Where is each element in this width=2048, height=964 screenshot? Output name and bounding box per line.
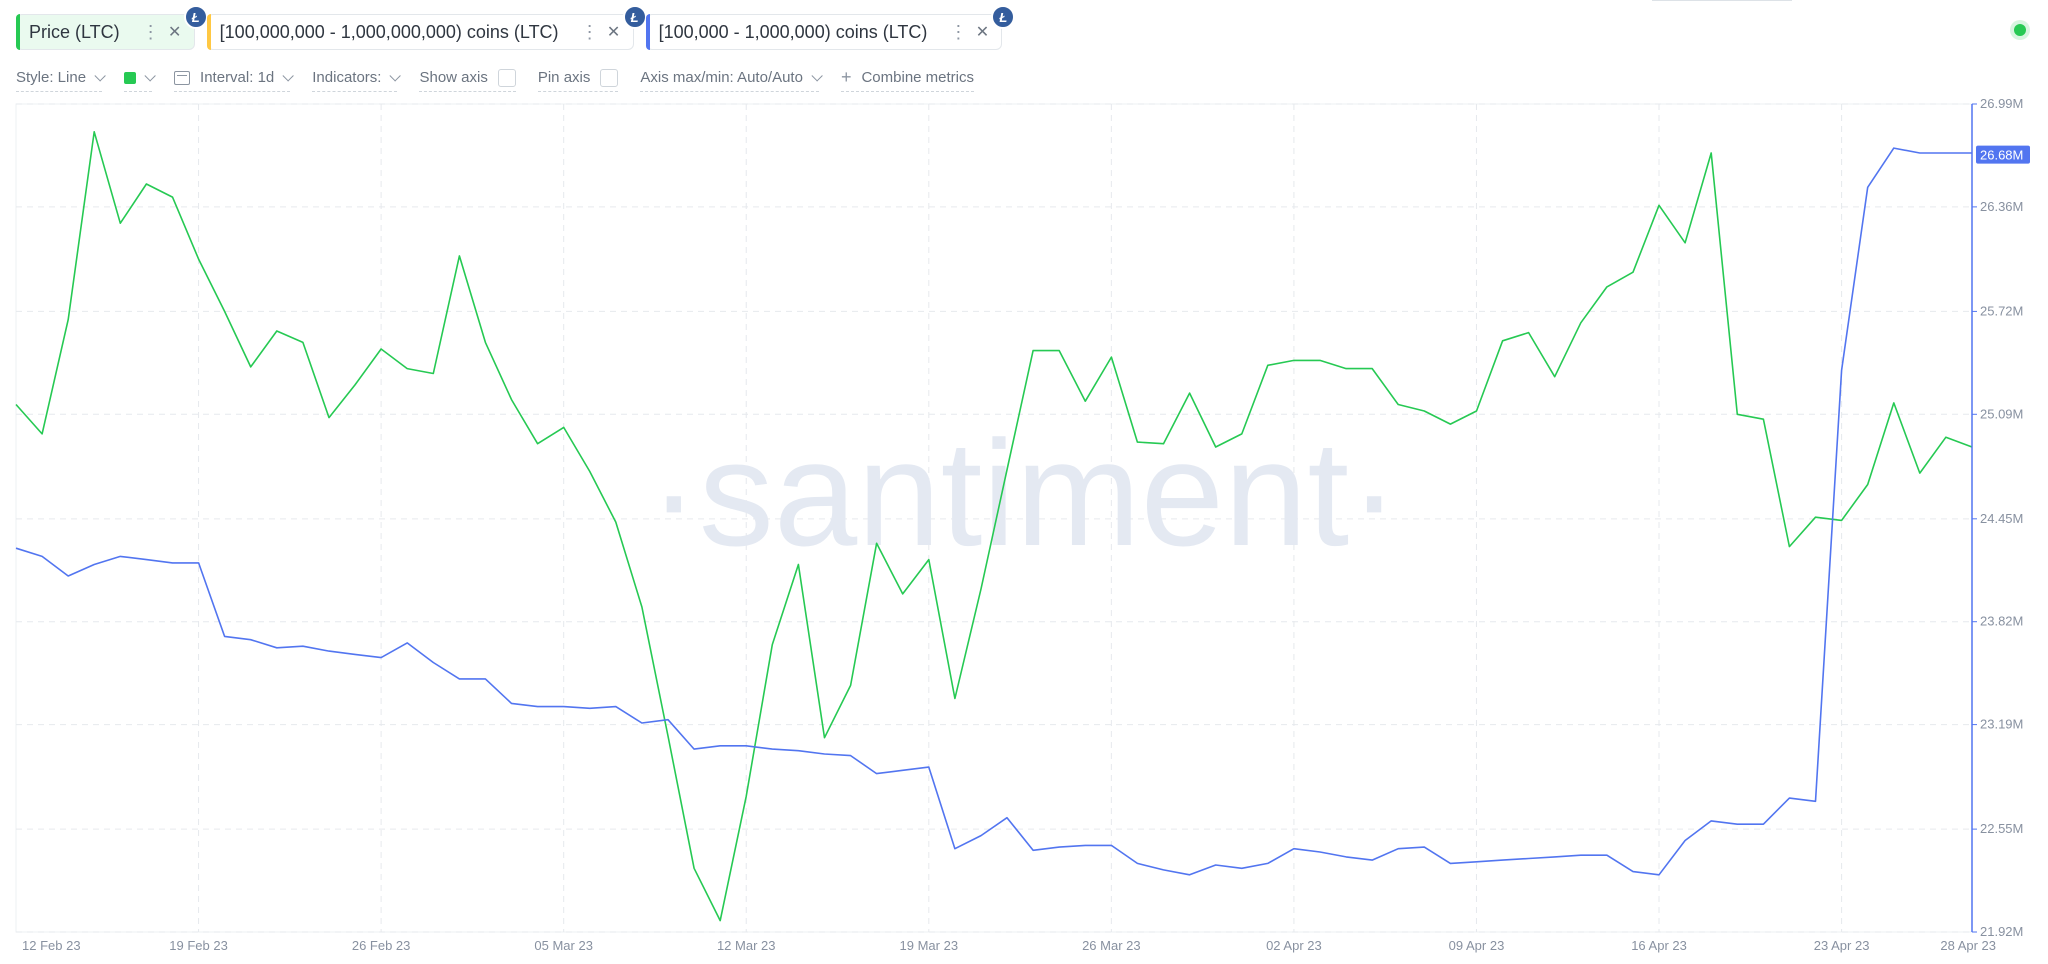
style-dropdown[interactable]: Style: Line	[16, 65, 106, 92]
top-divider	[1652, 0, 1792, 1]
santiment-watermark: ·santiment·	[649, 409, 1399, 577]
y-tick-label: 21.92M	[1980, 924, 2023, 939]
price-series-line	[15, 131, 1973, 922]
grid-layer	[15, 103, 1973, 933]
indicators-dropdown[interactable]: Indicators:	[312, 65, 402, 92]
y-tick-label: 25.72M	[1980, 303, 2023, 318]
close-icon[interactable]: ✕	[167, 24, 182, 41]
metric-color-bar	[645, 14, 650, 50]
y-tick-label: 25.09M	[1980, 406, 2023, 421]
more-vertical-icon[interactable]: ⋮	[580, 21, 599, 42]
more-vertical-icon[interactable]: ⋮	[141, 21, 160, 42]
x-tick-label: 02 Apr 23	[1266, 938, 1322, 953]
y-tick-label: 24.45M	[1980, 511, 2023, 526]
x-tick-label: 26 Feb 23	[352, 938, 411, 953]
live-status-dot	[2014, 24, 2026, 36]
show-axis-checkbox[interactable]	[497, 68, 516, 87]
calendar-icon	[174, 70, 191, 85]
metric-tab-medium-holders[interactable]: [100,000 - 1,000,000) coins (LTC) ⋮ ✕ Ł	[645, 5, 1016, 50]
metric-color-bar	[206, 14, 211, 50]
litecoin-icon: Ł	[622, 5, 647, 29]
plus-icon: +	[840, 67, 852, 87]
metric-tab-label: [100,000,000 - 1,000,000,000) coins (LTC…	[219, 21, 559, 42]
interval-label: Interval: 1d	[200, 69, 275, 86]
axis-maxmin-dropdown[interactable]: Axis max/min: Auto/Auto	[640, 65, 823, 92]
axis-layer: 26.99M 26.36M 25.72M 25.09M 24.45M 23.82M 23.1…	[22, 96, 2030, 953]
style-label: Style: Line	[16, 69, 87, 86]
last-value-label: 26.68M	[1980, 148, 2023, 163]
metric-color-bar	[16, 14, 20, 50]
pin-axis-label: Pin axis	[537, 69, 591, 86]
series-layer	[15, 131, 1973, 922]
x-tick-label: 12 Mar 23	[717, 938, 776, 953]
metric-tab-large-holders[interactable]: [100,000,000 - 1,000,000,000) coins (LTC…	[206, 5, 647, 50]
x-tick-label: 19 Mar 23	[900, 938, 959, 953]
y-tick-label: 26.36M	[1980, 199, 2023, 214]
x-tick-label: 26 Mar 23	[1082, 938, 1141, 953]
metric-tabs: Price (LTC) ⋮ ✕ Ł [100,000,000 - 1,000,0…	[16, 5, 1016, 50]
pin-axis-checkbox[interactable]	[600, 68, 619, 87]
show-axis-toggle[interactable]: Show axis	[419, 65, 516, 92]
indicators-label: Indicators:	[312, 69, 382, 86]
x-tick-label: 23 Apr 23	[1814, 938, 1870, 953]
close-icon[interactable]: ✕	[975, 24, 990, 41]
color-picker[interactable]	[124, 65, 156, 92]
metric-tab-label: Price (LTC)	[29, 21, 120, 42]
last-value-badge	[1976, 145, 2030, 164]
x-tick-label: 28 Apr 23	[1940, 938, 1996, 953]
interval-dropdown[interactable]: Interval: 1d	[174, 65, 295, 92]
combine-metrics-label: Combine metrics	[861, 69, 974, 86]
metric-tab-label: [100,000 - 1,000,000) coins (LTC)	[658, 21, 928, 42]
y-tick-label: 26.99M	[1980, 96, 2023, 111]
x-tick-label: 19 Feb 23	[169, 938, 228, 953]
close-icon[interactable]: ✕	[606, 24, 621, 41]
pin-axis-toggle[interactable]: Pin axis	[537, 65, 619, 92]
combine-metrics-button[interactable]: + Combine metrics	[840, 65, 974, 92]
color-swatch	[124, 71, 137, 84]
more-vertical-icon[interactable]: ⋮	[949, 21, 968, 42]
chart-toolbar: Style: Line Interval: 1d Indicators: Sho…	[16, 64, 996, 92]
holders-series-line	[15, 147, 1972, 876]
x-tick-label: 09 Apr 23	[1449, 938, 1505, 953]
x-tick-label: 12 Feb 23	[22, 938, 81, 953]
litecoin-icon: Ł	[991, 5, 1016, 29]
show-axis-label: Show axis	[419, 69, 488, 86]
x-tick-label: 16 Apr 23	[1631, 938, 1687, 953]
y-tick-label: 23.19M	[1980, 717, 2023, 732]
y-tick-label: 22.55M	[1980, 821, 2023, 836]
x-tick-label: 05 Mar 23	[534, 938, 593, 953]
metric-tab-price[interactable]: Price (LTC) ⋮ ✕ Ł	[16, 5, 208, 50]
y-tick-label: 23.82M	[1980, 614, 2023, 629]
axis-maxmin-label: Axis max/min: Auto/Auto	[640, 69, 803, 86]
